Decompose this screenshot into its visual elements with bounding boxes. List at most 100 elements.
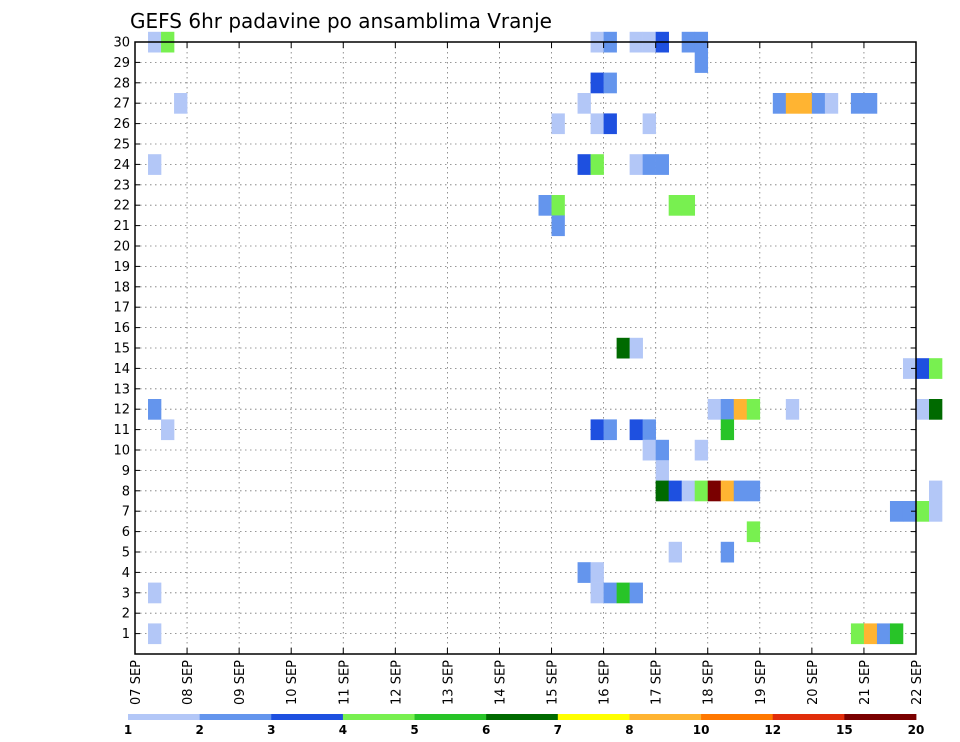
x-tick-label: 07 SEP: [129, 660, 144, 705]
heatmap-cell: [720, 419, 735, 441]
heatmap-cell: [629, 419, 643, 441]
heatmap-cell: [785, 93, 800, 114]
heatmap-cells: [148, 31, 943, 645]
y-tick-label: 2: [122, 607, 130, 622]
y-tick-label: 14: [113, 362, 130, 377]
x-tick-label: 13 SEP: [441, 660, 456, 705]
colorbar-label: 12: [764, 723, 781, 737]
x-tick-label: 12 SEP: [389, 660, 404, 705]
heatmap-cell: [720, 541, 735, 563]
heatmap-cell: [889, 501, 904, 522]
y-tick-label: 22: [113, 199, 130, 214]
colorbar-segment: [486, 714, 559, 720]
y-tick-label: 24: [113, 158, 130, 173]
heatmap-cell: [929, 480, 943, 502]
heatmap-cell: [551, 113, 565, 135]
heatmap-cell: [590, 113, 604, 135]
heatmap-cell: [655, 154, 669, 175]
heatmap-cell: [707, 399, 722, 420]
y-tick-label: 28: [113, 76, 130, 91]
heatmap-cell: [590, 154, 604, 175]
heatmap-cell: [694, 52, 709, 73]
y-tick-label: 17: [113, 301, 130, 316]
y-tick-label: 9: [122, 464, 130, 479]
y-tick-label: 5: [122, 546, 130, 561]
x-tick-label: 14 SEP: [493, 660, 508, 705]
heatmap-cell: [746, 521, 761, 543]
heatmap-cell: [916, 358, 930, 379]
x-tick-label: 08 SEP: [181, 660, 196, 705]
heatmap-cell: [668, 195, 682, 216]
heatmap-cell: [929, 399, 943, 420]
x-tick-label: 21 SEP: [858, 660, 873, 705]
colorbar-label: 1: [124, 723, 132, 737]
heatmap-cell: [603, 582, 617, 604]
heatmap-cell: [850, 623, 865, 645]
y-tick-label: 30: [113, 36, 130, 51]
x-tick-label: 10 SEP: [285, 660, 300, 705]
y-tick-label: 6: [122, 525, 130, 540]
x-tick-label: 17 SEP: [650, 660, 665, 705]
y-tick-label: 1: [122, 627, 130, 642]
x-tick-label: 20 SEP: [806, 660, 821, 705]
heatmap-cell: [551, 195, 565, 216]
heatmap-cell: [863, 623, 878, 645]
heatmap-cell: [629, 582, 643, 604]
y-tick-label: 3: [122, 586, 130, 601]
heatmap-cell: [785, 399, 800, 420]
y-tick-label: 27: [113, 97, 130, 112]
colorbar-segment: [557, 714, 630, 720]
heatmap-cell: [174, 93, 188, 114]
x-tick-label: 22 SEP: [910, 660, 925, 705]
heatmap-cell: [603, 72, 617, 94]
heatmap-cell: [148, 154, 162, 175]
colorbar-segment: [199, 714, 272, 720]
heatmap-cell: [824, 93, 839, 114]
y-axis: 1234567891011121314151617181920212223242…: [113, 36, 916, 642]
heatmap-cell: [772, 93, 787, 114]
heatmap-cell: [629, 337, 643, 359]
heatmap-cell: [707, 480, 722, 502]
heatmap-cell: [863, 93, 878, 114]
colorbar-label: 8: [625, 723, 633, 737]
colorbar-label: 20: [908, 723, 925, 737]
heatmap-cell: [902, 358, 917, 379]
y-tick-label: 8: [122, 484, 130, 499]
gridlines: [135, 41, 916, 654]
colorbar-segment: [701, 714, 774, 720]
y-tick-label: 29: [113, 56, 130, 71]
y-tick-label: 20: [113, 240, 130, 255]
y-tick-label: 4: [122, 566, 130, 581]
heatmap-cell: [694, 439, 709, 461]
heatmap-cell: [577, 154, 591, 175]
heatmap-cell: [668, 541, 682, 563]
colorbar-segment: [414, 714, 487, 720]
colorbar-label: 10: [693, 723, 710, 737]
colorbar-label: 4: [339, 723, 347, 737]
heatmap-cell: [603, 113, 617, 135]
heatmap-cell: [148, 399, 162, 420]
y-tick-label: 16: [113, 321, 130, 336]
x-tick-label: 09 SEP: [233, 660, 248, 705]
y-tick-label: 10: [113, 444, 130, 459]
heatmap-cell: [590, 562, 604, 583]
chart-title: GEFS 6hr padavine po ansamblima Vranje: [130, 9, 552, 33]
colorbar-segment: [342, 714, 415, 720]
heatmap-cell: [681, 195, 696, 216]
heatmap-cell: [590, 72, 604, 94]
heatmap-cell: [616, 337, 630, 359]
y-tick-label: 15: [113, 342, 130, 357]
colorbar-segment: [128, 714, 201, 720]
colorbar-segment: [844, 714, 917, 720]
heatmap-cell: [902, 501, 917, 522]
colorbar-segment: [772, 714, 845, 720]
colorbar-label: 3: [267, 723, 275, 737]
y-tick-label: 25: [113, 138, 130, 153]
heatmap-cell: [929, 501, 943, 522]
heatmap-cell: [850, 93, 865, 114]
colorbar-label: 6: [482, 723, 490, 737]
heatmap-cell: [733, 399, 748, 420]
heatmap-cell: [603, 419, 617, 441]
x-tick-label: 19 SEP: [754, 660, 769, 705]
